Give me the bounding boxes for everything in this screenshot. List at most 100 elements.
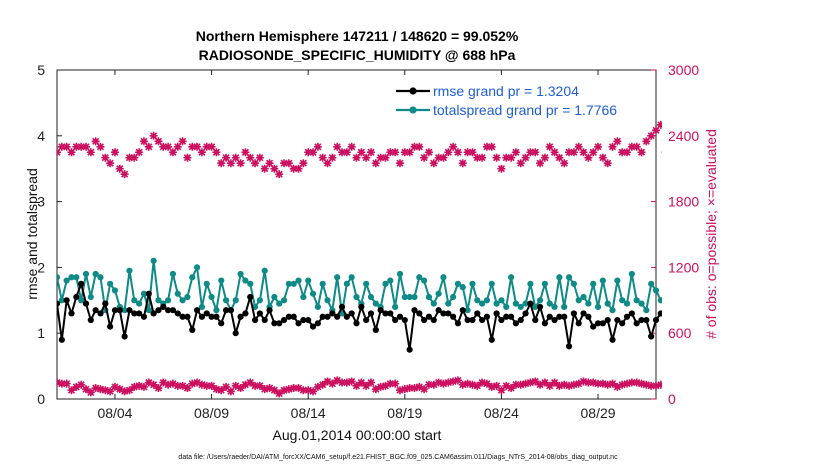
totalspread-point bbox=[189, 274, 196, 281]
rmse-point bbox=[561, 313, 568, 320]
totalspread-point bbox=[454, 280, 462, 287]
rmse-point bbox=[648, 333, 655, 340]
obs-marker-core bbox=[387, 381, 393, 387]
obs-marker-core bbox=[528, 149, 533, 155]
obs-marker-core bbox=[731, 161, 736, 166]
obs-marker-core bbox=[721, 144, 726, 149]
rmse-point bbox=[136, 310, 143, 317]
totalspread-point bbox=[425, 293, 433, 301]
totalspread-point bbox=[372, 300, 379, 307]
obs-marker-core bbox=[421, 386, 427, 392]
y-axis-right-label: # of obs: o=possible; ×=evaluated bbox=[703, 129, 719, 339]
totalspread-point bbox=[145, 307, 152, 314]
obs-marker-core bbox=[639, 149, 644, 155]
totalspread-point bbox=[759, 297, 765, 303]
rmse-point bbox=[179, 313, 186, 320]
totalspread-point bbox=[319, 280, 326, 287]
rmse-point bbox=[503, 313, 510, 320]
x-tick-label: 08/24 bbox=[484, 405, 519, 421]
obs-marker-core bbox=[334, 144, 340, 150]
obs-marker bbox=[826, 384, 830, 392]
obs-marker bbox=[787, 383, 795, 391]
obs-marker-core bbox=[141, 138, 147, 144]
obs-marker-core bbox=[223, 155, 229, 161]
totalspread-point bbox=[416, 274, 423, 281]
y-tick-right-label: 0 bbox=[668, 391, 676, 407]
obs-marker-core bbox=[614, 138, 620, 144]
rmse-point bbox=[687, 307, 693, 313]
obs-marker-core bbox=[683, 383, 688, 388]
totalspread-point bbox=[150, 257, 157, 264]
obs-marker-core bbox=[233, 383, 239, 389]
totalspread-point bbox=[169, 270, 177, 278]
rmse-point bbox=[565, 343, 573, 350]
obs-marker-core bbox=[726, 381, 731, 386]
obs-marker-core bbox=[73, 144, 79, 150]
rmse-point bbox=[97, 310, 104, 317]
obs-marker-core bbox=[276, 391, 282, 396]
obs-marker-core bbox=[59, 381, 65, 387]
obs-marker-core bbox=[779, 382, 784, 387]
totalspread-point bbox=[778, 297, 784, 303]
obs-marker-core bbox=[619, 149, 625, 155]
totalspread-point bbox=[503, 303, 510, 310]
rmse-point bbox=[145, 290, 152, 297]
totalspread-point bbox=[58, 297, 65, 304]
obs-marker-core bbox=[83, 144, 89, 150]
totalspread-point bbox=[541, 280, 548, 287]
obs-marker-core bbox=[88, 149, 94, 155]
obs-marker-core bbox=[581, 149, 586, 155]
obs-marker-core bbox=[745, 155, 750, 160]
obs-marker-core bbox=[450, 144, 456, 150]
totalspread-point bbox=[512, 300, 520, 307]
totalspread-point bbox=[663, 294, 669, 300]
rmse-point bbox=[498, 316, 505, 324]
totalspread-point bbox=[218, 277, 225, 284]
rmse-series bbox=[57, 280, 736, 353]
totalspread-point bbox=[435, 290, 442, 297]
obs-marker-core bbox=[69, 149, 74, 155]
totalspread-point bbox=[256, 297, 263, 304]
rmse-point bbox=[478, 316, 486, 324]
obs-marker-core bbox=[770, 139, 775, 144]
obs-marker bbox=[821, 137, 829, 145]
y-axis-right: 0 600 1200 1800 2400 3000 bbox=[651, 62, 699, 407]
obs-marker-core bbox=[247, 380, 253, 385]
rmse-point bbox=[594, 320, 602, 327]
rmse-point bbox=[261, 316, 268, 324]
obs-marker-core bbox=[799, 150, 804, 155]
obs-marker-core bbox=[605, 160, 611, 166]
obs-marker-core bbox=[199, 149, 205, 155]
rmse-point bbox=[184, 313, 191, 320]
obs-marker-core bbox=[702, 382, 707, 387]
obs-marker-core bbox=[784, 144, 789, 149]
totalspread-point bbox=[363, 280, 370, 287]
obs-marker-core bbox=[426, 382, 432, 388]
obs-marker bbox=[744, 154, 752, 162]
rmse-point bbox=[271, 320, 278, 327]
rmse-point bbox=[58, 336, 65, 343]
obs-marker-core bbox=[474, 383, 480, 389]
obs-marker-core bbox=[358, 149, 364, 155]
obs-marker-core bbox=[78, 382, 84, 388]
obs-marker-core bbox=[503, 383, 509, 389]
rmse-point bbox=[421, 316, 428, 324]
obs-marker-core bbox=[354, 155, 359, 161]
obs-marker-core bbox=[310, 149, 316, 155]
obs-marker-core bbox=[663, 383, 668, 388]
obs-marker-core bbox=[687, 144, 692, 149]
obs-marker bbox=[792, 384, 800, 392]
totalspread-point bbox=[63, 277, 70, 284]
obs-marker-core bbox=[421, 155, 427, 161]
obs-marker-core bbox=[320, 382, 326, 388]
totalspread-point bbox=[155, 297, 162, 304]
rmse-point bbox=[730, 297, 736, 303]
totalspread-point bbox=[614, 277, 621, 284]
rmse-point bbox=[155, 307, 162, 314]
obs-marker-core bbox=[296, 166, 301, 172]
obs-marker-core bbox=[518, 160, 524, 166]
totalspread-point bbox=[300, 293, 307, 301]
obs-marker-core bbox=[571, 149, 577, 155]
obs-marker-core bbox=[499, 387, 504, 393]
obs-marker-core bbox=[252, 160, 258, 166]
